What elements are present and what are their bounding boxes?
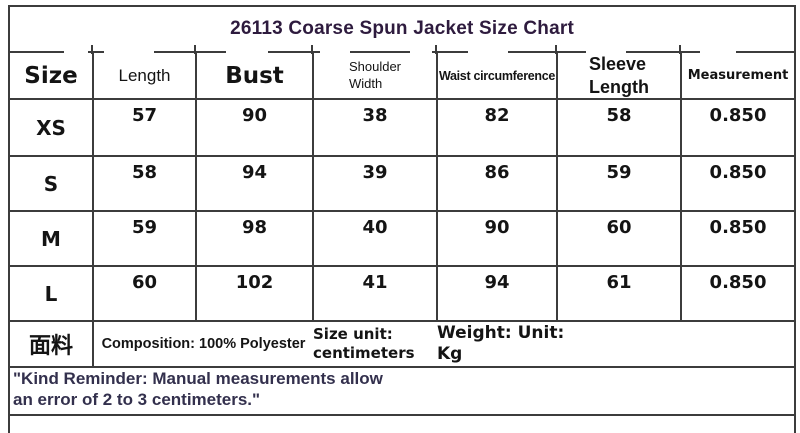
cell-waist: 82 xyxy=(436,98,558,157)
empty-bottom-row xyxy=(7,414,797,433)
cell-bust: 90 xyxy=(195,98,314,157)
cell-bust: 102 xyxy=(195,265,314,322)
cell-shoulder: 39 xyxy=(312,155,438,212)
column-header-length: Length xyxy=(92,51,197,100)
cell-length: 57 xyxy=(92,98,197,157)
column-header-size: Size xyxy=(8,51,94,100)
empty-cell xyxy=(7,414,797,433)
cell-bust: 94 xyxy=(195,155,314,212)
cell-sleeve: 59 xyxy=(556,155,682,212)
title-row: 26113 Coarse Spun Jacket Size Chart xyxy=(7,5,797,53)
cell-measurement: 0.850 xyxy=(679,98,797,157)
cell-length: 59 xyxy=(92,210,197,267)
column-header-shoulder-width: Shoulder Width xyxy=(312,51,438,100)
table-row-xs: XS 57 90 38 82 58 0.850 xyxy=(8,98,797,157)
size-label: L xyxy=(8,265,94,322)
table-row-m: M 59 98 40 90 60 0.850 xyxy=(8,210,797,267)
size-unit-note: Size unit: centimeters xyxy=(313,320,437,368)
cell-waist: 86 xyxy=(436,155,558,212)
cell-measurement: 0.850 xyxy=(679,155,797,212)
cell-shoulder: 38 xyxy=(312,98,438,157)
fabric-info-row: 面料 Composition: 100% Polyester Size unit… xyxy=(8,320,797,368)
cell-measurement: 0.850 xyxy=(679,265,797,322)
cell-measurement: 0.850 xyxy=(679,210,797,267)
size-label: M xyxy=(8,210,94,267)
page-title: 26113 Coarse Spun Jacket Size Chart xyxy=(7,5,797,53)
reminder-text: "Kind Reminder: Manual measurements allo… xyxy=(13,369,383,409)
weight-unit-note: Weight: Unit: Kg xyxy=(437,320,797,368)
cell-sleeve: 58 xyxy=(556,98,682,157)
column-header-measurement: Measurement xyxy=(679,51,797,100)
table-row-s: S 58 94 39 86 59 0.850 xyxy=(8,155,797,212)
column-header-waist-circumference: Waist circumference xyxy=(436,51,558,100)
cell-shoulder: 40 xyxy=(312,210,438,267)
column-header-row: Size Length Bust Shoulder Width Waist ci… xyxy=(8,51,797,100)
cell-shoulder: 41 xyxy=(312,265,438,322)
size-unit-text: Size unit: centimeters xyxy=(313,325,415,362)
size-label: XS xyxy=(8,98,94,157)
column-header-sleeve-length: Sleeve Length xyxy=(556,51,682,100)
reminder-note: "Kind Reminder: Manual measurements allo… xyxy=(7,366,797,416)
cell-length: 60 xyxy=(92,265,197,322)
cell-length: 58 xyxy=(92,155,197,212)
cell-sleeve: 61 xyxy=(556,265,682,322)
table-row-l: L 60 102 41 94 61 0.850 xyxy=(8,265,797,322)
fabric-label: 面料 xyxy=(8,320,94,368)
cell-waist: 94 xyxy=(436,265,558,322)
weight-unit-text: Weight: Unit: Kg xyxy=(437,322,565,364)
size-label: S xyxy=(8,155,94,212)
size-chart-table: 26113 Coarse Spun Jacket Size Chart Size… xyxy=(7,5,797,433)
column-header-sleeve-length-label: Sleeve Length xyxy=(589,54,649,97)
cell-sleeve: 60 xyxy=(556,210,682,267)
cell-waist: 90 xyxy=(436,210,558,267)
column-header-bust: Bust xyxy=(195,51,314,100)
cell-bust: 98 xyxy=(195,210,314,267)
column-header-shoulder-width-label: Shoulder Width xyxy=(348,59,402,91)
composition-note: Composition: 100% Polyester xyxy=(92,320,313,368)
reminder-row: "Kind Reminder: Manual measurements allo… xyxy=(7,366,797,416)
